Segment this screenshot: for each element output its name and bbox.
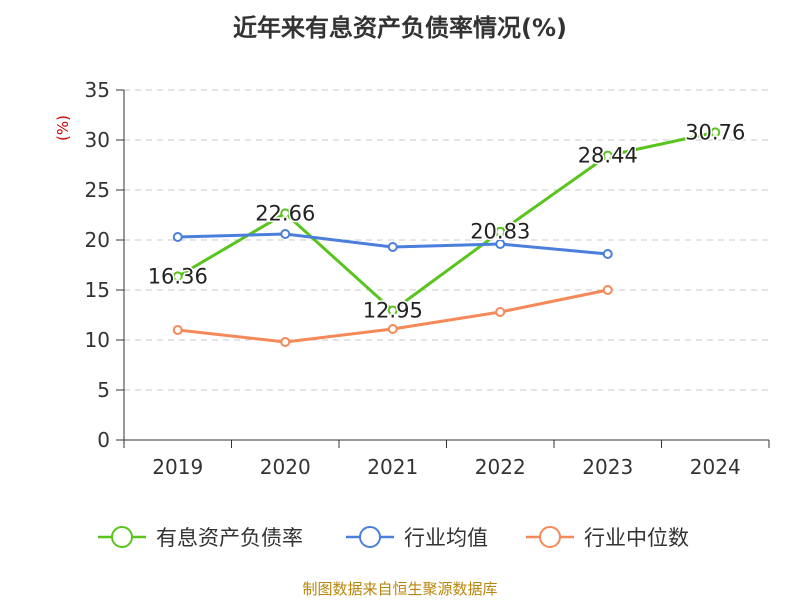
data-point — [495, 226, 506, 237]
data-label: 20.83 — [470, 220, 530, 244]
data-point — [280, 337, 291, 347]
data-point — [710, 127, 721, 138]
data-point — [602, 249, 613, 259]
legend-label: 行业均值 — [404, 526, 488, 550]
y-tick-label: 25 — [85, 178, 110, 202]
legend-label: 行业中位数 — [584, 526, 689, 550]
data-point — [495, 307, 506, 317]
y-tick-label: 35 — [85, 78, 110, 102]
legend-marker — [359, 526, 381, 548]
legend-label: 有息资产负债率 — [156, 526, 303, 550]
data-point — [387, 324, 398, 334]
chart-title: 近年来有息资产负债率情况(%) — [233, 14, 567, 42]
data-point — [602, 285, 613, 295]
legend-marker — [539, 526, 561, 548]
y-tick-label: 5 — [97, 378, 110, 402]
data-point — [280, 208, 291, 219]
x-tick-label: 2024 — [690, 455, 741, 479]
y-tick-label: 0 — [97, 428, 110, 452]
y-tick-label: 20 — [85, 228, 110, 252]
data-label: 22.66 — [255, 201, 315, 225]
x-tick-label: 2021 — [367, 455, 418, 479]
y-tick-label: 10 — [85, 328, 110, 352]
data-point — [387, 305, 398, 316]
data-point — [172, 325, 183, 335]
data-label: 28.44 — [578, 144, 638, 168]
data-label: 16.36 — [148, 264, 208, 288]
x-tick-label: 2019 — [152, 455, 203, 479]
x-tick-label: 2020 — [260, 455, 311, 479]
legend-marker — [111, 526, 133, 548]
x-tick-label: 2022 — [475, 455, 526, 479]
data-point — [387, 242, 398, 252]
chart-source: 制图数据来自恒生聚源数据库 — [302, 580, 498, 598]
data-point — [172, 271, 183, 282]
data-label: 30.76 — [685, 120, 745, 144]
data-point — [172, 232, 183, 242]
y-tick-label: 15 — [85, 278, 110, 302]
series-line — [176, 130, 716, 312]
y-axis-label: (%) — [54, 115, 72, 141]
x-tick-label: 2023 — [582, 455, 633, 479]
data-point — [602, 150, 613, 161]
y-tick-label: 30 — [85, 128, 110, 152]
data-label: 12.95 — [363, 299, 423, 323]
data-point — [495, 239, 506, 249]
data-point — [280, 229, 291, 239]
